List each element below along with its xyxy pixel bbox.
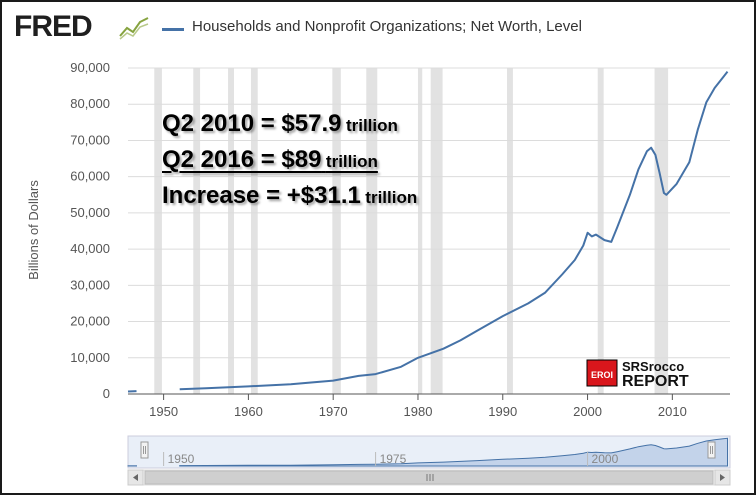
x-tick-label: 1950: [149, 404, 178, 419]
y-tick-label: 30,000: [70, 277, 110, 292]
y-tick-label: 10,000: [70, 350, 110, 365]
recession-band: [597, 68, 604, 394]
series-line[interactable]: [179, 70, 729, 391]
recession-band: [417, 68, 423, 394]
annotation-main: Q2 2016 = $89: [162, 146, 322, 173]
y-axis-ticks: 0 10,000 20,000 30,000 40,000 50,000 60,000 70,…: [70, 60, 110, 401]
x-tick-label: 1970: [319, 404, 348, 419]
series-title: Households and Nonprofit Organizations; …: [192, 18, 582, 35]
y-axis-label: Billions of Dollars: [26, 180, 41, 280]
srsrocco-report-logo: EROI SRSrocco REPORT: [586, 359, 689, 388]
recession-band: [430, 68, 443, 394]
watermark-badge: EROI: [591, 370, 613, 380]
navigator-handle-right[interactable]: [707, 441, 716, 459]
watermark-line2: REPORT: [622, 373, 689, 388]
y-tick-label: 90,000: [70, 60, 110, 75]
fred-chart-line-icon: [119, 17, 149, 40]
recession-band: [154, 68, 162, 394]
x-tick-label: 2010: [658, 404, 687, 419]
annotation-block: Q2 2010 = $57.9 trillion Q2 2016 = $89 t…: [162, 110, 417, 218]
scroll-left-icon: [133, 474, 138, 481]
annotation-q2-2016: Q2 2016 = $89 trillion: [162, 146, 417, 182]
scroll-right-icon: [720, 474, 725, 481]
watermark-line1: SRSrocco: [622, 359, 684, 374]
y-tick-label: 0: [103, 386, 110, 401]
y-tick-label: 50,000: [70, 205, 110, 220]
annotation-unit: trillion: [325, 152, 378, 171]
y-tick-label: 40,000: [70, 241, 110, 256]
x-tick-label: 1980: [404, 404, 433, 419]
x-tick-label: 1990: [488, 404, 517, 419]
recession-band: [250, 68, 258, 394]
fred-logo[interactable]: FRED: [14, 10, 93, 43]
recession-band: [228, 68, 234, 394]
chart-header: FRED Households and Nonprofit Organizati…: [2, 2, 754, 50]
recession-band: [332, 68, 341, 394]
legend-line-swatch: [162, 28, 184, 31]
y-tick-label: 70,000: [70, 132, 110, 147]
recession-bands: [154, 68, 669, 394]
recession-band: [193, 68, 201, 394]
y-tick-label: 60,000: [70, 169, 110, 184]
grid-lines: [128, 67, 730, 359]
y-tick-label: 20,000: [70, 314, 110, 329]
annotation-unit: trillion: [365, 188, 418, 207]
recession-band: [366, 68, 378, 394]
annotation-unit: trillion: [345, 116, 398, 135]
y-tick-label: 80,000: [70, 96, 110, 111]
navigator-labels: 1950 1975 2000: [163, 452, 619, 466]
annotation-increase: Increase = +$31.1 trillion: [162, 182, 417, 218]
recession-band: [654, 68, 669, 394]
navigator-x-label: 2000: [592, 452, 619, 466]
x-axis-ticks: 1950 1960 1970 1980 1990 2000 2010: [149, 394, 687, 419]
navigator-x-label: 1975: [380, 452, 407, 466]
annotation-main: Q2 2010 = $57.9: [162, 110, 342, 137]
data-series: [127, 70, 729, 393]
scrollbar-thumb[interactable]: [144, 470, 714, 485]
navigator-handle-left[interactable]: [140, 441, 149, 459]
navigator-x-label: 1950: [168, 452, 195, 466]
annotation-main: Increase = +$31.1: [162, 182, 361, 209]
x-tick-label: 1960: [234, 404, 263, 419]
annotation-q2-2010: Q2 2010 = $57.9 trillion: [162, 110, 417, 146]
x-tick-label: 2000: [573, 404, 602, 419]
recession-band: [507, 68, 513, 394]
